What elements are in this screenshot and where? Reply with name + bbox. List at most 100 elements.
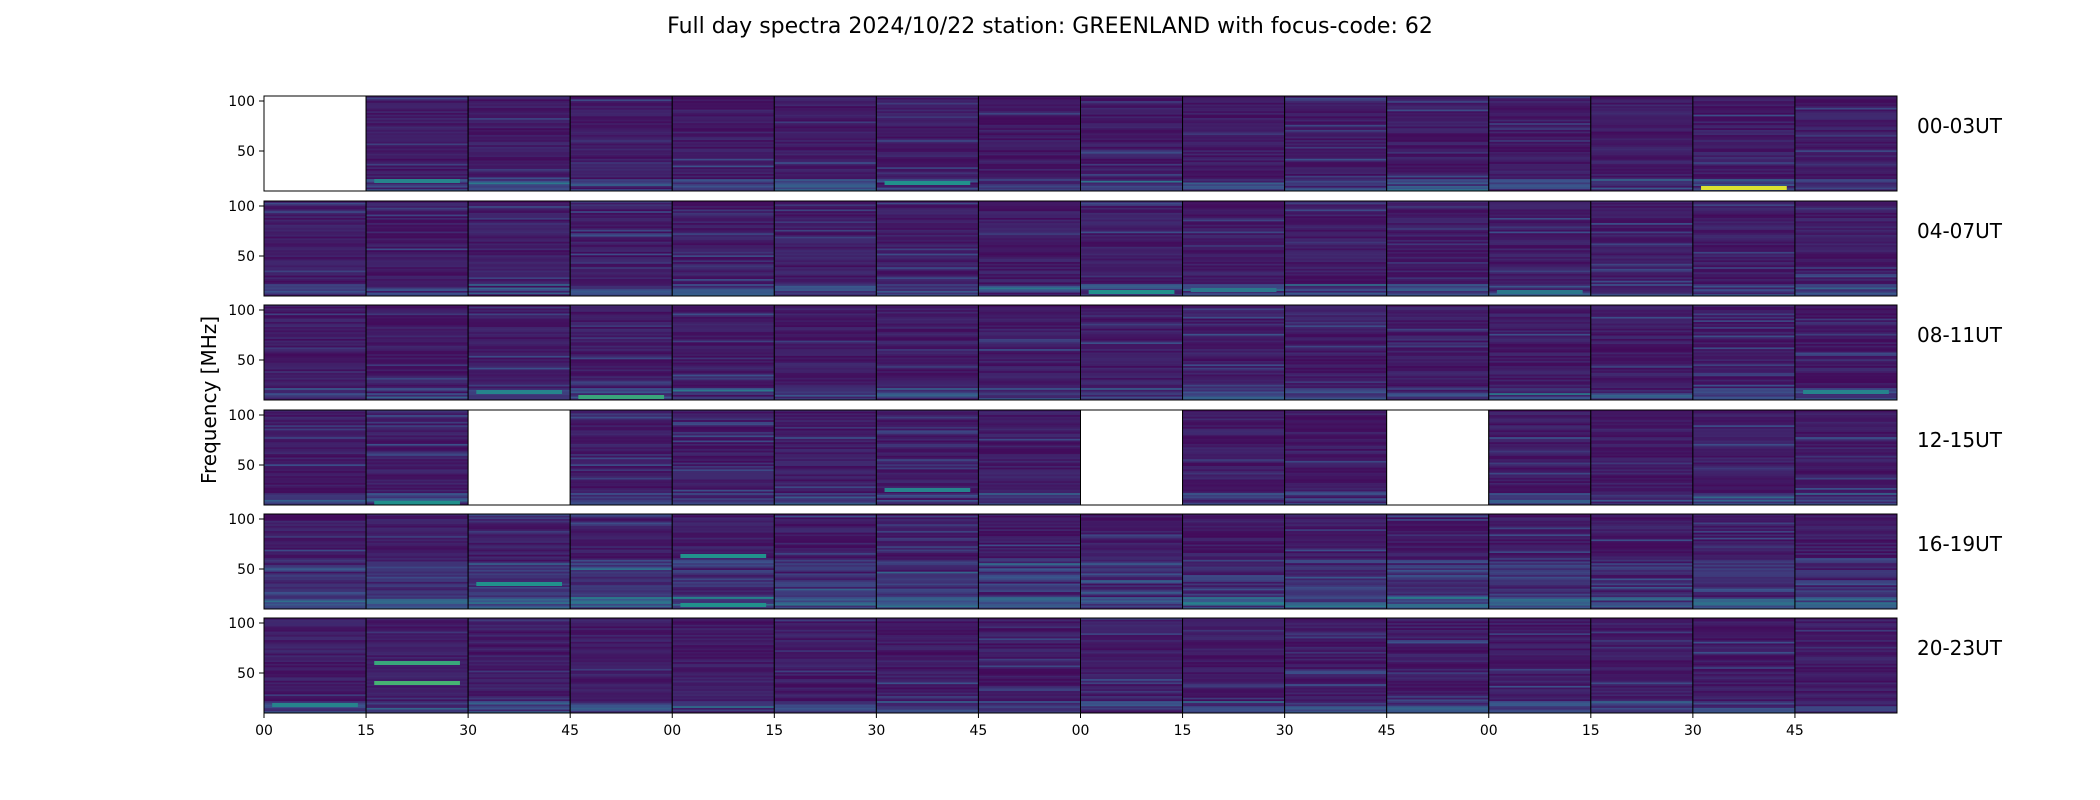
spectrum-line (468, 593, 571, 596)
spectrum-line (1080, 568, 1183, 571)
spectrum-line (468, 628, 571, 631)
spectrum-line (570, 636, 673, 639)
spectrum-line (876, 653, 979, 656)
spectrum-line (876, 340, 979, 343)
spectrum-line (1794, 265, 1897, 268)
spectrum-line (1080, 530, 1183, 533)
spectrum-line (1488, 597, 1591, 600)
spectrum-line (366, 308, 469, 311)
spectrum-line (1488, 241, 1591, 244)
spectrum-line (978, 258, 1081, 261)
spectrum-line (264, 240, 367, 243)
spectrum-line (468, 711, 571, 714)
spectrum-line (1182, 410, 1285, 412)
spectrum-line (1794, 323, 1897, 326)
spectrum-line (876, 352, 979, 355)
spectrum-line (1080, 549, 1183, 552)
spectrum-line (468, 660, 571, 663)
spectrum-line (1386, 238, 1489, 241)
spectrum-line (570, 386, 673, 389)
spectrum-line (1488, 355, 1591, 358)
spectrum-line (876, 438, 979, 441)
spectrum-line (978, 393, 1081, 396)
spectrum-line (1182, 155, 1285, 158)
spectrum-line (366, 410, 469, 412)
spectrum-line (1488, 420, 1591, 423)
spectrum-line (1080, 534, 1183, 537)
spectrum-line (1794, 349, 1897, 352)
spectrum-line (672, 472, 775, 475)
spectrum-line (774, 214, 877, 217)
spectrum-line (1284, 313, 1387, 316)
spectrum-line (570, 696, 673, 699)
spectrum-line (672, 576, 775, 579)
spectrum-line (1182, 355, 1285, 358)
spectrum-line (1488, 423, 1591, 426)
spectrum-line (672, 547, 775, 550)
spectrum-line (468, 104, 571, 107)
spectrum-line (1284, 114, 1387, 117)
spectrum-line (1386, 515, 1489, 518)
spectrum-line (1488, 379, 1591, 382)
spectrum-line (1794, 201, 1897, 203)
spectrum-line (774, 102, 877, 105)
spectrum-line (1386, 318, 1489, 321)
spectrum-line (366, 464, 469, 467)
spectrum-line (672, 663, 775, 666)
spectrum-line (672, 469, 775, 472)
spectrum-line (1080, 517, 1183, 520)
spectrum-line (876, 377, 979, 380)
spectrum-line (366, 433, 469, 436)
spectrum-line (1692, 454, 1795, 457)
spectrum-line (570, 454, 673, 457)
spectrum-line (876, 514, 979, 516)
spectrum-line (570, 559, 673, 562)
spectrum-line (876, 450, 979, 453)
spectrum-line (1284, 320, 1387, 323)
spectrum-line (1692, 177, 1795, 180)
spectrum-line (264, 251, 367, 254)
spectrum-line (1182, 388, 1285, 391)
spectrum-line (1182, 306, 1285, 309)
spectrum-line (672, 697, 775, 700)
spectrum-line (978, 704, 1081, 707)
spectrum-line (774, 223, 877, 226)
spectrum-line (672, 340, 775, 343)
spectrum-line (672, 650, 775, 653)
spectrum-line (1590, 292, 1693, 295)
spectrum-line (1386, 576, 1489, 579)
spectrum-line (774, 667, 877, 670)
spectrum-line (1284, 376, 1387, 379)
spectrum-line (1080, 381, 1183, 384)
spectrum-line (1080, 226, 1183, 229)
spectrum-line (1080, 571, 1183, 574)
spectrum-line (570, 335, 673, 338)
spectrum-line (1488, 250, 1591, 253)
spectrum-line (672, 519, 775, 522)
spectrum-line (264, 430, 367, 433)
spectrum-line (366, 629, 469, 632)
spectrum-line (264, 447, 367, 450)
spectrum-line (1284, 211, 1387, 214)
spectrum-line (1488, 460, 1591, 463)
spectrum-line (672, 184, 775, 187)
spectrum-line (468, 377, 571, 380)
spectrum-line (264, 709, 367, 712)
spectrum-line (468, 643, 571, 646)
spectrum-line (1182, 623, 1285, 626)
spectrum-line (672, 563, 775, 566)
spectrum-line (1692, 211, 1795, 214)
spectrum-line (1794, 598, 1897, 601)
spectrum-line (1284, 214, 1387, 217)
spectrum-line (468, 160, 571, 163)
spectrum-line (1284, 140, 1387, 143)
spectrum-line (774, 179, 877, 182)
spectrum-line (774, 245, 877, 248)
spectrum-line (570, 151, 673, 154)
spectrum-line (1182, 347, 1285, 350)
spectrum-line (774, 498, 877, 501)
spectrum-line (1386, 157, 1489, 160)
spectrum-line (570, 413, 673, 416)
spectrum-line (1488, 229, 1591, 232)
spectrum-line (1284, 603, 1387, 606)
